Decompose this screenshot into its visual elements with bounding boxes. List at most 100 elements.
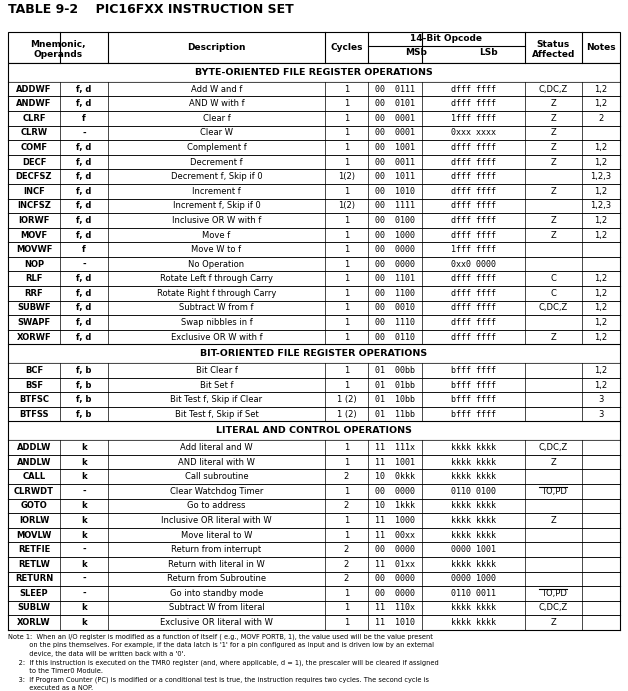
Text: k: k bbox=[81, 531, 87, 540]
Text: SWAPF: SWAPF bbox=[18, 318, 51, 327]
Text: 1(2): 1(2) bbox=[338, 201, 355, 210]
Text: 1,2: 1,2 bbox=[595, 366, 607, 375]
Text: MOVLW: MOVLW bbox=[16, 531, 51, 540]
Bar bbox=[8, 213, 620, 228]
Text: 11  1010: 11 1010 bbox=[375, 618, 415, 627]
Text: k: k bbox=[81, 472, 87, 481]
Text: ANDWF: ANDWF bbox=[16, 100, 51, 108]
Text: 1: 1 bbox=[344, 443, 349, 452]
Bar bbox=[8, 407, 620, 422]
Text: dfff ffff: dfff ffff bbox=[451, 100, 496, 108]
Text: Z: Z bbox=[551, 100, 556, 108]
Text: C,DC,Z: C,DC,Z bbox=[539, 84, 568, 94]
Text: Go to address: Go to address bbox=[187, 502, 246, 511]
Text: f, d: f, d bbox=[77, 84, 92, 94]
Text: ANDLW: ANDLW bbox=[17, 457, 51, 466]
Text: Decrement f: Decrement f bbox=[190, 158, 243, 167]
Text: Clear W: Clear W bbox=[200, 129, 233, 138]
Text: device, the data will be written back with a '0'.: device, the data will be written back wi… bbox=[8, 651, 186, 657]
Text: BCF: BCF bbox=[25, 366, 43, 375]
Text: Mnemonic,: Mnemonic, bbox=[30, 40, 86, 49]
Text: 0000 1000: 0000 1000 bbox=[451, 574, 496, 583]
Bar bbox=[8, 469, 620, 484]
Bar bbox=[8, 198, 620, 213]
Text: RETFIE: RETFIE bbox=[18, 545, 50, 554]
Text: to the Timer0 Module.: to the Timer0 Module. bbox=[8, 668, 103, 674]
Text: kkkk kkkk: kkkk kkkk bbox=[451, 560, 496, 569]
Text: 00  0000: 00 0000 bbox=[375, 245, 415, 254]
Text: Subtract W from literal: Subtract W from literal bbox=[169, 603, 264, 612]
Text: f, d: f, d bbox=[77, 289, 92, 298]
Text: kkkk kkkk: kkkk kkkk bbox=[451, 618, 496, 627]
Text: dfff ffff: dfff ffff bbox=[451, 231, 496, 240]
Text: BYTE-ORIENTED FILE REGISTER OPERATIONS: BYTE-ORIENTED FILE REGISTER OPERATIONS bbox=[195, 68, 433, 77]
Text: Add W and f: Add W and f bbox=[191, 84, 242, 94]
Bar bbox=[8, 126, 620, 140]
Text: 0110 0100: 0110 0100 bbox=[451, 486, 496, 495]
Bar bbox=[8, 169, 620, 184]
Bar bbox=[8, 528, 620, 542]
Text: dfff ffff: dfff ffff bbox=[451, 332, 496, 341]
Text: ADDWF: ADDWF bbox=[16, 84, 51, 94]
Text: RETLW: RETLW bbox=[18, 560, 50, 569]
Text: 00  1100: 00 1100 bbox=[375, 289, 415, 298]
Text: TO,PD: TO,PD bbox=[541, 589, 566, 598]
Text: 11  01xx: 11 01xx bbox=[375, 560, 415, 569]
Text: 1: 1 bbox=[344, 516, 349, 525]
Text: CLRWDT: CLRWDT bbox=[14, 486, 54, 495]
Text: LSb: LSb bbox=[479, 48, 498, 57]
Text: 1: 1 bbox=[344, 84, 349, 94]
Text: 2: 2 bbox=[344, 472, 349, 481]
Text: 01  10bb: 01 10bb bbox=[375, 395, 415, 404]
Text: k: k bbox=[81, 502, 87, 511]
Text: 00  0001: 00 0001 bbox=[375, 129, 415, 138]
Text: on the pins themselves. For example, if the data latch is '1' for a pin configur: on the pins themselves. For example, if … bbox=[8, 643, 434, 648]
Text: BIT-ORIENTED FILE REGISTER OPERATIONS: BIT-ORIENTED FILE REGISTER OPERATIONS bbox=[200, 349, 428, 359]
Text: -: - bbox=[82, 486, 86, 495]
Text: f, b: f, b bbox=[77, 381, 92, 390]
Text: 01  11bb: 01 11bb bbox=[375, 410, 415, 419]
Text: SUBWF: SUBWF bbox=[17, 303, 51, 312]
Text: bfff ffff: bfff ffff bbox=[451, 366, 496, 375]
Text: kkkk kkkk: kkkk kkkk bbox=[451, 516, 496, 525]
Bar bbox=[8, 586, 620, 600]
Text: AND W with f: AND W with f bbox=[188, 100, 244, 108]
Text: Z: Z bbox=[551, 114, 556, 123]
Text: 3:  If Program Counter (PC) is modified or a conditional test is true, the instr: 3: If Program Counter (PC) is modified o… bbox=[8, 676, 429, 683]
Text: 00  0111: 00 0111 bbox=[375, 84, 415, 94]
Text: 1,2: 1,2 bbox=[595, 289, 607, 298]
Text: -: - bbox=[82, 545, 86, 554]
Text: bfff ffff: bfff ffff bbox=[451, 395, 496, 404]
Text: GOTO: GOTO bbox=[21, 502, 47, 511]
Bar bbox=[8, 155, 620, 169]
Text: f: f bbox=[82, 245, 86, 254]
Text: DECFSZ: DECFSZ bbox=[16, 172, 52, 181]
Bar bbox=[8, 228, 620, 243]
Text: Complement f: Complement f bbox=[187, 143, 246, 152]
Bar bbox=[8, 440, 620, 455]
Text: CLRF: CLRF bbox=[22, 114, 46, 123]
Text: 1,2: 1,2 bbox=[595, 216, 607, 225]
Bar bbox=[8, 542, 620, 557]
Bar bbox=[8, 97, 620, 111]
Text: Description: Description bbox=[187, 43, 246, 52]
Bar bbox=[8, 378, 620, 392]
Text: 2: 2 bbox=[344, 545, 349, 554]
Text: bfff ffff: bfff ffff bbox=[451, 381, 496, 390]
Text: kkkk kkkk: kkkk kkkk bbox=[451, 603, 496, 612]
Bar bbox=[8, 455, 620, 469]
Text: MOVWF: MOVWF bbox=[16, 245, 52, 254]
Text: 1,2: 1,2 bbox=[595, 231, 607, 240]
Text: 0xxx xxxx: 0xxx xxxx bbox=[451, 129, 496, 138]
Text: dfff ffff: dfff ffff bbox=[451, 84, 496, 94]
Text: Status: Status bbox=[537, 40, 570, 49]
Text: Z: Z bbox=[551, 332, 556, 341]
Text: 01  01bb: 01 01bb bbox=[375, 381, 415, 390]
Text: C: C bbox=[551, 274, 556, 283]
Text: 00  1110: 00 1110 bbox=[375, 318, 415, 327]
Text: Z: Z bbox=[551, 231, 556, 240]
Bar bbox=[8, 272, 620, 286]
Text: 1: 1 bbox=[344, 486, 349, 495]
Text: kkkk kkkk: kkkk kkkk bbox=[451, 502, 496, 511]
Text: 1,2: 1,2 bbox=[595, 100, 607, 108]
